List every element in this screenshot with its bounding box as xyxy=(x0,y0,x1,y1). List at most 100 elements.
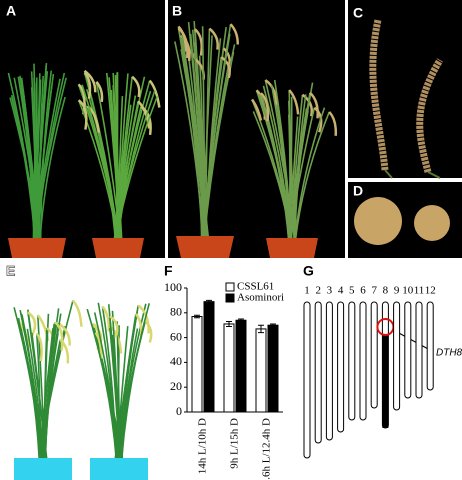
leaf xyxy=(117,101,139,241)
chromosome-number: 7 xyxy=(371,285,377,297)
leaf xyxy=(260,92,290,241)
panel-label: C xyxy=(353,5,363,21)
legend-label: CSSL61 xyxy=(237,281,274,293)
chromosome xyxy=(337,301,345,433)
leaf xyxy=(109,316,122,461)
leaf xyxy=(39,70,53,241)
photo-e xyxy=(0,262,160,480)
plant-drawings xyxy=(7,21,338,461)
chromosome xyxy=(393,301,401,411)
panicle xyxy=(260,92,270,122)
chromosome-number: 4 xyxy=(338,285,344,297)
pot xyxy=(90,458,148,480)
chromosome-number: 12 xyxy=(425,285,436,297)
panicle xyxy=(416,58,444,173)
chromosome xyxy=(415,301,423,399)
x-tick-label: 9h L/15h D xyxy=(229,418,241,469)
panicle xyxy=(59,338,70,364)
panicle xyxy=(101,305,111,332)
chromosome-number: 3 xyxy=(327,285,333,297)
legend-swatch xyxy=(225,293,235,303)
panel-label: F xyxy=(164,263,173,279)
leaf xyxy=(191,29,206,239)
panicle xyxy=(77,83,86,115)
y-tick-label: 80 xyxy=(170,305,182,319)
grains xyxy=(354,197,402,245)
panicle xyxy=(109,315,119,339)
chromosome xyxy=(404,301,412,399)
chromosome xyxy=(359,301,367,421)
panel-label: G xyxy=(303,263,314,279)
leaf xyxy=(38,323,55,461)
pot xyxy=(8,238,66,258)
panicle xyxy=(144,320,153,343)
panicle xyxy=(328,111,338,136)
leaf xyxy=(21,314,42,461)
panicle xyxy=(77,99,88,130)
panel-label: E xyxy=(6,263,15,279)
panicle xyxy=(95,81,104,103)
error-bar xyxy=(226,320,232,327)
error-bar xyxy=(258,324,264,334)
chromosome-number: 6 xyxy=(360,285,366,297)
bar xyxy=(191,316,203,413)
gene-label: DTH8 xyxy=(436,348,462,359)
x-tick-label: 14h L/10h D xyxy=(197,418,209,474)
legend-swatch xyxy=(225,282,235,292)
photo-c xyxy=(348,0,462,178)
leaf xyxy=(17,319,41,461)
leaf xyxy=(108,77,121,241)
panicle xyxy=(83,71,92,99)
panicle xyxy=(194,28,203,56)
chromosome xyxy=(426,301,434,391)
bar xyxy=(255,328,267,413)
panel-label: A xyxy=(6,3,16,19)
leaf xyxy=(19,75,40,241)
pot xyxy=(92,238,144,258)
leaf xyxy=(93,312,120,461)
error-bar xyxy=(270,323,276,327)
y-tick-label: 0 xyxy=(176,404,182,418)
panicle xyxy=(137,100,151,129)
chromosome-number: 11 xyxy=(414,285,425,297)
panicle xyxy=(71,299,83,327)
panicle xyxy=(264,79,278,108)
panicle xyxy=(208,27,219,50)
leaf xyxy=(187,21,205,239)
leaf xyxy=(177,28,203,239)
bar-chart: 0 20 40 60 80 100 14h L/10h D 9h L/15h D 11.6h L… xyxy=(164,280,284,480)
panicle xyxy=(250,98,263,121)
panicle xyxy=(369,19,389,171)
bar xyxy=(223,323,235,413)
y-tick-label: 100 xyxy=(164,280,182,294)
chromosome-number: 1 xyxy=(304,285,310,297)
error-bar xyxy=(194,314,200,319)
panel-label: B xyxy=(172,3,182,19)
leaf xyxy=(252,111,293,241)
leaf xyxy=(7,72,37,241)
chromosome-number: 5 xyxy=(349,285,355,297)
panicle xyxy=(94,331,103,359)
panel-label: D xyxy=(353,183,363,199)
y-tick-label: 40 xyxy=(170,354,182,368)
x-tick-label: 11.6h L/12.4h D xyxy=(261,418,273,480)
chromosome xyxy=(314,301,322,444)
bar xyxy=(235,319,247,413)
pot xyxy=(176,236,234,258)
panicle xyxy=(309,91,319,119)
chromosome-number: 9 xyxy=(394,285,400,297)
chromosome-number: 2 xyxy=(315,285,321,297)
leaf xyxy=(294,107,326,241)
pot xyxy=(266,238,318,258)
pot xyxy=(14,458,72,480)
chromosome-number: 10 xyxy=(402,285,414,297)
panicle xyxy=(35,332,43,362)
chromosome-number: 8 xyxy=(383,285,389,297)
chromosome xyxy=(370,301,378,409)
panicle xyxy=(220,55,231,79)
panicle xyxy=(131,75,141,98)
panicle xyxy=(57,322,71,346)
bar xyxy=(203,301,215,413)
leaf xyxy=(288,107,316,241)
grains xyxy=(414,205,450,241)
